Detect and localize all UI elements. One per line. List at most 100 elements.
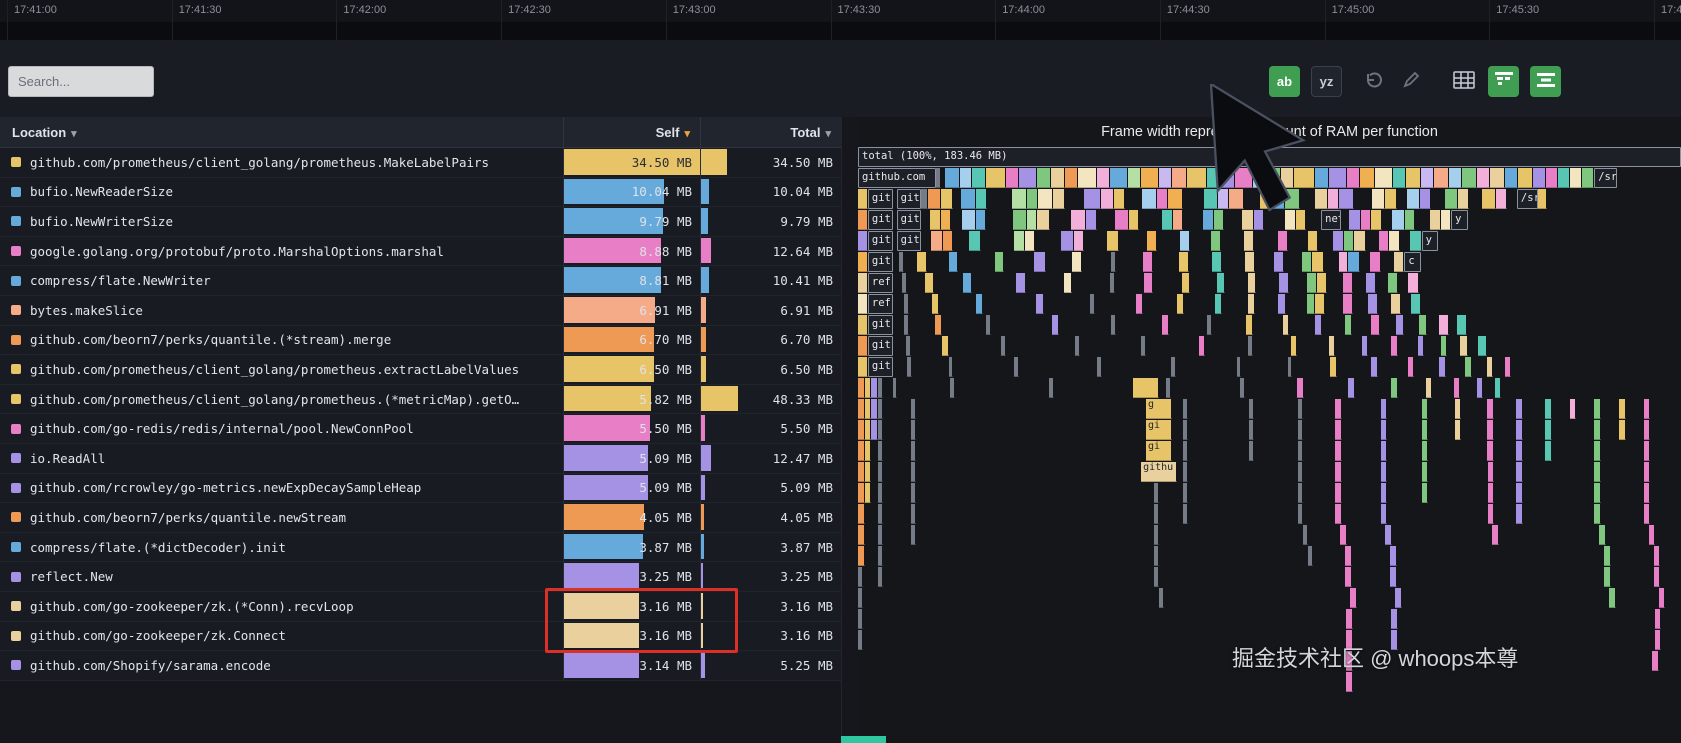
flame-frame[interactable] (1284, 210, 1297, 230)
flame-frame[interactable] (864, 399, 872, 419)
flame-frame[interactable] (1243, 231, 1254, 251)
flame-frame[interactable] (858, 378, 865, 398)
flame-frame[interactable] (1154, 546, 1160, 566)
flame-frame[interactable] (986, 168, 1007, 188)
flame-frame[interactable] (1345, 315, 1352, 335)
flame-frame[interactable] (1260, 189, 1274, 209)
flame-frame[interactable] (1297, 378, 1304, 398)
flame-frame[interactable] (1183, 483, 1188, 503)
flame-frame[interactable] (1421, 399, 1429, 419)
flame-frame[interactable]: git (867, 252, 893, 272)
flamegraph[interactable]: total (100%, 183.46 MB)github.com/srcgit… (858, 147, 1681, 692)
flame-frame[interactable] (986, 315, 992, 335)
flame-frame[interactable] (1236, 357, 1242, 377)
flame-frame[interactable] (1460, 336, 1469, 356)
flame-frame[interactable] (1006, 168, 1020, 188)
table-row[interactable]: bytes.makeSlice 6.91 MB 6.91 MB (0, 295, 841, 326)
flame-frame[interactable] (1214, 210, 1225, 230)
flame-frame[interactable] (877, 378, 883, 398)
flame-frame[interactable]: git (867, 336, 893, 356)
flame-frame[interactable] (1178, 252, 1189, 272)
flame-frame[interactable] (1380, 441, 1388, 461)
flame-frame[interactable] (1206, 315, 1212, 335)
flame-frame[interactable] (1594, 420, 1601, 440)
flame-frame[interactable] (1495, 189, 1508, 209)
flame-frame[interactable] (1159, 168, 1173, 188)
table-row[interactable]: bufio.NewReaderSize 10.04 MB 10.04 MB (0, 177, 841, 208)
flame-frame[interactable] (1444, 189, 1458, 209)
flame-frame[interactable] (877, 441, 883, 461)
flame-frame[interactable] (1315, 294, 1326, 314)
flame-frame[interactable] (1360, 210, 1371, 230)
flame-frame[interactable] (1154, 567, 1160, 587)
flame-frame[interactable] (1516, 420, 1523, 440)
flame-frame[interactable] (975, 210, 986, 230)
flame-frame[interactable]: git (896, 231, 922, 251)
flame-frame[interactable] (1391, 210, 1406, 230)
flame-frame[interactable] (1570, 168, 1582, 188)
flame-frame[interactable] (1308, 231, 1318, 251)
flame-frame[interactable] (1154, 525, 1160, 545)
flame-frame[interactable] (1013, 210, 1027, 230)
flame-frame[interactable] (1014, 357, 1020, 377)
flame-frame[interactable] (1348, 378, 1356, 398)
flame-frame[interactable] (1296, 210, 1307, 230)
flame-frame[interactable] (932, 294, 939, 314)
flame-frame[interactable] (871, 399, 878, 419)
flame-frame[interactable] (864, 462, 872, 482)
flame-frame[interactable] (1282, 315, 1290, 335)
flame-frame[interactable] (1390, 546, 1397, 566)
flame-frame[interactable] (1643, 420, 1651, 440)
flame-frame[interactable] (948, 357, 954, 377)
fuzzy-match-button[interactable]: yz (1311, 66, 1342, 97)
flame-frame[interactable] (950, 378, 956, 398)
flame-frame[interactable] (1517, 168, 1533, 188)
flame-frame[interactable] (1346, 630, 1353, 650)
flame-frame[interactable] (1340, 525, 1347, 545)
flame-frame[interactable] (871, 420, 878, 440)
flame-frame[interactable] (1492, 525, 1500, 545)
flame-frame[interactable] (1461, 168, 1477, 188)
flame-frame[interactable] (1643, 441, 1651, 461)
flame-frame[interactable] (858, 546, 865, 566)
flame-frame[interactable] (858, 273, 868, 293)
flame-frame[interactable] (1216, 273, 1225, 293)
flame-frame[interactable] (858, 231, 868, 251)
flame-frame[interactable] (1350, 588, 1357, 608)
flame-frame[interactable] (1594, 441, 1602, 461)
flame-frame[interactable]: gi (1146, 420, 1173, 440)
flame-frame[interactable]: git (867, 210, 893, 230)
flame-frame[interactable] (1448, 168, 1462, 188)
flame-frame[interactable] (1278, 231, 1289, 251)
flame-frame[interactable] (1312, 252, 1324, 272)
flame-frame[interactable] (1335, 462, 1342, 482)
flame-frame[interactable] (1609, 588, 1616, 608)
flame-frame[interactable] (1405, 210, 1415, 230)
flame-frame[interactable] (858, 210, 868, 230)
flame-frame[interactable] (1085, 210, 1098, 230)
flame-frame[interactable] (1345, 546, 1352, 566)
flame-frame[interactable] (1127, 168, 1141, 188)
flame-frame[interactable] (1026, 189, 1039, 209)
flame-frame[interactable] (858, 462, 865, 482)
flame-frame[interactable] (858, 252, 868, 272)
flame-frame[interactable] (1380, 462, 1388, 482)
flame-frame[interactable] (1013, 231, 1026, 251)
flame-frame[interactable] (1456, 315, 1467, 335)
flame-frame[interactable] (971, 168, 987, 188)
flame-frame[interactable] (1335, 441, 1342, 461)
flame-frame[interactable] (864, 441, 872, 461)
flame-frame[interactable] (1165, 378, 1171, 398)
flame-frame[interactable] (1279, 273, 1290, 293)
flame-frame[interactable] (942, 231, 953, 251)
flame-frame[interactable] (975, 189, 988, 209)
flame-frame[interactable] (1504, 168, 1518, 188)
flame-frame[interactable] (1378, 231, 1389, 251)
flame-frame[interactable] (1244, 252, 1255, 272)
flame-frame[interactable] (1391, 609, 1398, 629)
flame-frame[interactable] (1532, 168, 1546, 188)
flame-frame[interactable] (858, 525, 865, 545)
flame-frame[interactable] (858, 315, 868, 335)
flame-frame[interactable] (962, 210, 976, 230)
table-row[interactable]: github.com/beorn7/perks/quantile.newStre… (0, 503, 841, 533)
